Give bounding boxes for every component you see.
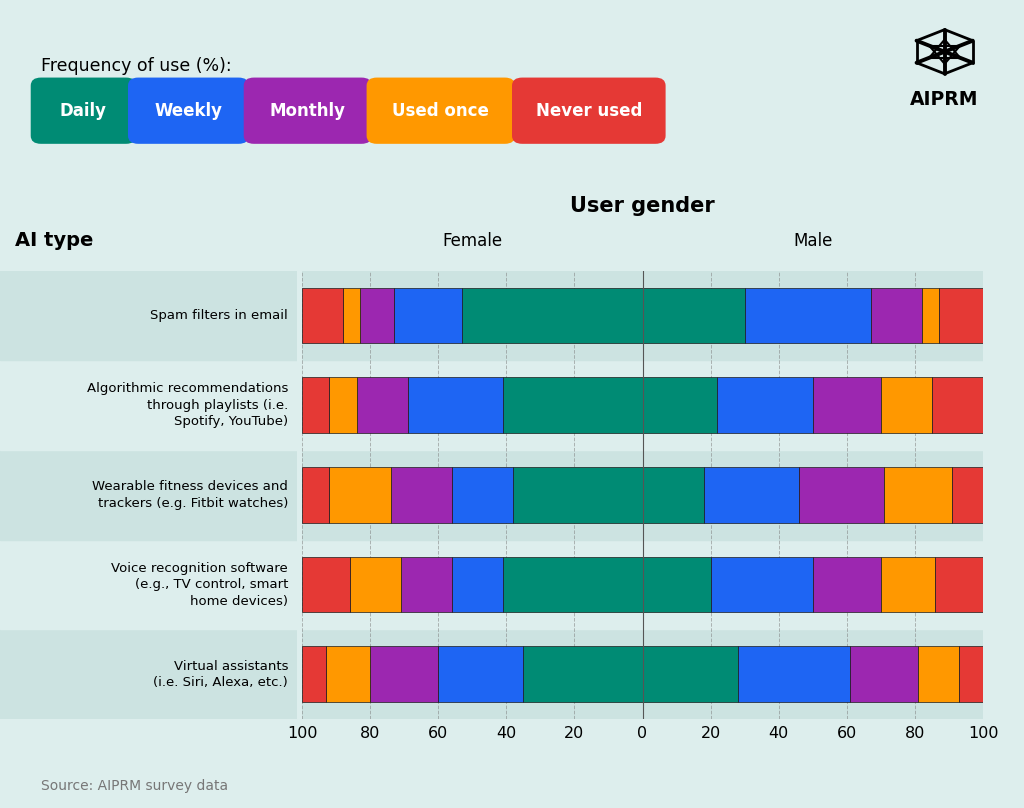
Bar [643,557,711,612]
Bar [302,467,330,523]
Text: Weekly: Weekly [155,102,222,120]
Bar [744,288,870,343]
Text: Wearable fitness devices and
trackers (e.g. Fitbit watches): Wearable fitness devices and trackers (e… [92,480,288,510]
Bar [919,646,959,702]
Text: Female: Female [442,233,503,250]
Bar [356,377,408,433]
Bar [939,288,983,343]
Bar [881,557,935,612]
Bar [513,467,643,523]
Bar [813,557,881,612]
Bar [452,557,503,612]
Bar [643,646,738,702]
Text: Monthly: Monthly [269,102,346,120]
Text: Algorithmic recommendations
through playlists (i.e.
Spotify, YouTube): Algorithmic recommendations through play… [87,382,288,428]
Bar [330,377,356,433]
Bar [738,646,850,702]
Bar [370,646,438,702]
Bar [952,467,983,523]
Bar [711,557,813,612]
Bar [718,377,813,433]
Text: AI type: AI type [15,231,94,250]
Bar [302,450,983,540]
Bar [0,450,297,540]
Text: Source: AIPRM survey data: Source: AIPRM survey data [41,780,228,793]
Bar [330,467,390,523]
Text: Never used: Never used [536,102,642,120]
Bar [935,557,983,612]
Bar [703,467,799,523]
Text: Voice recognition software
(e.g., TV control, smart
home devices): Voice recognition software (e.g., TV con… [112,562,288,608]
Bar [302,646,326,702]
Text: Male: Male [794,233,833,250]
Bar [932,377,983,433]
Bar [302,557,350,612]
Text: User gender: User gender [570,196,715,216]
Bar [360,288,394,343]
Bar [438,646,523,702]
Bar [922,288,939,343]
Text: Spam filters in email: Spam filters in email [151,309,288,322]
Bar [0,271,297,360]
Text: Used once: Used once [392,102,489,120]
Bar [881,377,932,433]
Bar [400,557,452,612]
Bar [523,646,643,702]
Bar [643,467,703,523]
Bar [870,288,922,343]
Bar [343,288,360,343]
Bar [959,646,983,702]
Bar [326,646,370,702]
Bar [503,557,643,612]
Text: AIPRM: AIPRM [910,90,978,110]
Bar [503,377,643,433]
Text: Virtual assistants
(i.e. Siri, Alexa, etc.): Virtual assistants (i.e. Siri, Alexa, et… [154,659,288,689]
Bar [350,557,400,612]
Bar [0,360,297,450]
Text: Daily: Daily [60,102,106,120]
Bar [850,646,919,702]
Bar [302,271,983,360]
Bar [813,377,881,433]
Bar [0,540,297,629]
Bar [643,377,718,433]
Bar [394,288,462,343]
Bar [452,467,513,523]
Bar [643,288,744,343]
Text: Frequency of use (%):: Frequency of use (%): [41,57,231,75]
Bar [302,360,983,450]
Bar [408,377,503,433]
Bar [302,629,983,719]
Bar [302,288,343,343]
Bar [799,467,885,523]
Bar [302,540,983,629]
Bar [390,467,452,523]
Bar [0,629,297,719]
Bar [885,467,952,523]
Bar [462,288,643,343]
Bar [302,377,330,433]
